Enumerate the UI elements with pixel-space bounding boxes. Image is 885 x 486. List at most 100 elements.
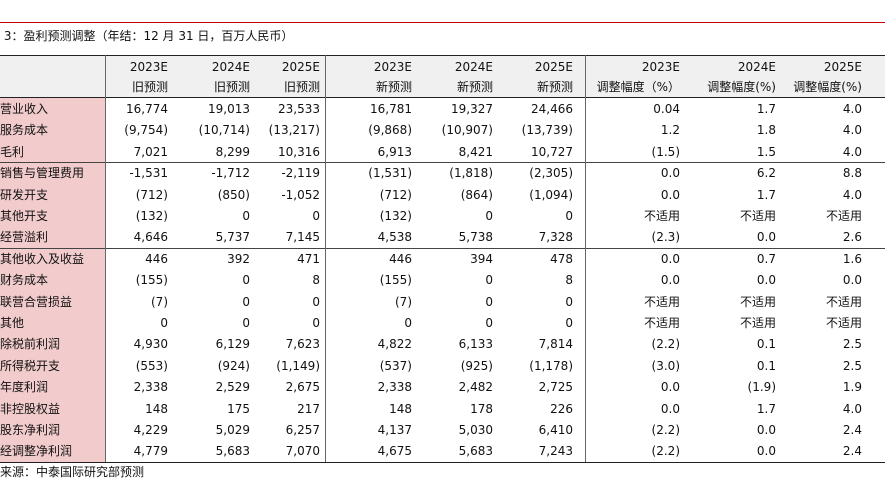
row-label: 服务成本 xyxy=(0,123,49,138)
cell: 0 xyxy=(565,209,573,223)
cell: 0 xyxy=(485,316,493,330)
cell: 7,623 xyxy=(285,337,320,352)
cell: 0 xyxy=(485,294,493,309)
row-label: 其他 xyxy=(0,316,25,330)
row-label: 销售与管理费用 xyxy=(0,166,85,181)
cell: 7,021 xyxy=(133,144,168,159)
cell: (155) xyxy=(135,273,168,288)
cell: 7,145 xyxy=(285,230,320,245)
cell: 16,774 xyxy=(126,102,168,116)
rule xyxy=(0,461,885,463)
cell: 6,913 xyxy=(377,144,412,159)
table-title: 表 3：盈利预测调整（年结：12 月 31 日，百万人民币） xyxy=(0,29,294,43)
row-label: 毛利 xyxy=(0,144,25,159)
header-kind: 新预测 xyxy=(375,80,412,94)
cell: 392 xyxy=(227,251,250,266)
cell: 1.8 xyxy=(756,123,776,138)
cell: 0.7 xyxy=(756,251,776,266)
cell: 0.0 xyxy=(756,230,776,245)
cell: 7,070 xyxy=(285,444,320,459)
cell: 4,646 xyxy=(133,230,168,245)
cell: 2,482 xyxy=(458,380,493,395)
cell: 0.0 xyxy=(660,273,680,288)
rule xyxy=(0,55,885,56)
cell: 5,030 xyxy=(458,423,493,437)
cell: (132) xyxy=(379,209,412,223)
cell: 5,029 xyxy=(215,423,250,437)
cell: (13,217) xyxy=(268,123,320,138)
col-divider xyxy=(325,55,326,462)
cell: (850) xyxy=(217,187,250,202)
cell: 446 xyxy=(389,251,412,266)
cell: (1.9) xyxy=(747,380,776,395)
cell: 不适用 xyxy=(739,209,776,223)
header-year: 2024E xyxy=(454,60,493,74)
header-year: 2023E xyxy=(641,60,680,74)
cell: 8.8 xyxy=(842,166,862,181)
cell: 不适用 xyxy=(643,316,680,330)
cell: 0.04 xyxy=(653,102,680,116)
row-label: 除税前利润 xyxy=(0,337,61,352)
header-year: 2023E xyxy=(373,60,412,74)
cell: 6.2 xyxy=(756,166,776,181)
row-label: 年度利润 xyxy=(0,380,49,395)
row-label: 经调整净利润 xyxy=(0,444,73,459)
cell: 4,930 xyxy=(133,337,168,352)
cell: 0.1 xyxy=(756,337,776,352)
cell: (10,714) xyxy=(198,123,250,138)
cell: (537) xyxy=(379,358,412,373)
cell: (3.0) xyxy=(651,358,680,373)
cell: 4.0 xyxy=(842,144,862,159)
cell: (712) xyxy=(379,187,412,202)
cell: 2,338 xyxy=(377,380,412,395)
cell: 175 xyxy=(227,401,250,416)
cell: 10,316 xyxy=(278,144,320,159)
cell: 1.7 xyxy=(756,102,776,116)
cell: (1,094) xyxy=(529,187,573,202)
cell: 4,822 xyxy=(377,337,412,352)
cell: 217 xyxy=(297,401,320,416)
cell: 1.7 xyxy=(756,187,776,202)
cell: 24,466 xyxy=(531,102,573,116)
header-year: 2024E xyxy=(737,60,776,74)
cell: 不适用 xyxy=(825,316,862,330)
cell: 1.2 xyxy=(660,123,680,138)
header-kind: 调整幅度(%) xyxy=(707,80,776,94)
cell: (7) xyxy=(395,294,412,309)
cell: (553) xyxy=(135,358,168,373)
col-divider xyxy=(105,55,106,462)
header-year: 2025E xyxy=(281,60,320,74)
cell: (9,868) xyxy=(368,123,412,138)
cell: 0.0 xyxy=(660,251,680,266)
header-year: 2025E xyxy=(823,60,862,74)
cell: 4.0 xyxy=(842,401,862,416)
cell: 6,410 xyxy=(538,423,573,437)
cell: (1,149) xyxy=(276,358,320,373)
cell: 6,129 xyxy=(215,337,250,352)
cell: 2.4 xyxy=(842,423,862,437)
row-label: 研发开支 xyxy=(0,187,49,202)
row-label: 其他开支 xyxy=(0,209,49,223)
cell: 6,257 xyxy=(285,423,320,437)
header-kind: 新预测 xyxy=(456,80,493,94)
cell: 0.0 xyxy=(660,401,680,416)
row-label: 其他收入及收益 xyxy=(0,251,85,266)
row-label: 财务成本 xyxy=(0,273,49,288)
cell: 0 xyxy=(242,209,250,223)
cell: (13,739) xyxy=(521,123,573,138)
cell: 7,814 xyxy=(538,337,573,352)
cell: 8,299 xyxy=(215,144,250,159)
cell: (2.2) xyxy=(651,444,680,459)
cell: 0 xyxy=(485,273,493,288)
cell: (2.3) xyxy=(651,230,680,245)
header-bg xyxy=(0,55,885,97)
cell: 不适用 xyxy=(643,209,680,223)
cell: 4.0 xyxy=(842,102,862,116)
cell: 8,421 xyxy=(458,144,493,159)
header-kind: 旧预测 xyxy=(213,80,250,94)
cell: 7,243 xyxy=(538,444,573,459)
cell: 4.0 xyxy=(842,187,862,202)
row-label: 营业收入 xyxy=(0,102,49,116)
cell: 19,013 xyxy=(208,102,250,116)
cell: -2,119 xyxy=(281,166,320,181)
